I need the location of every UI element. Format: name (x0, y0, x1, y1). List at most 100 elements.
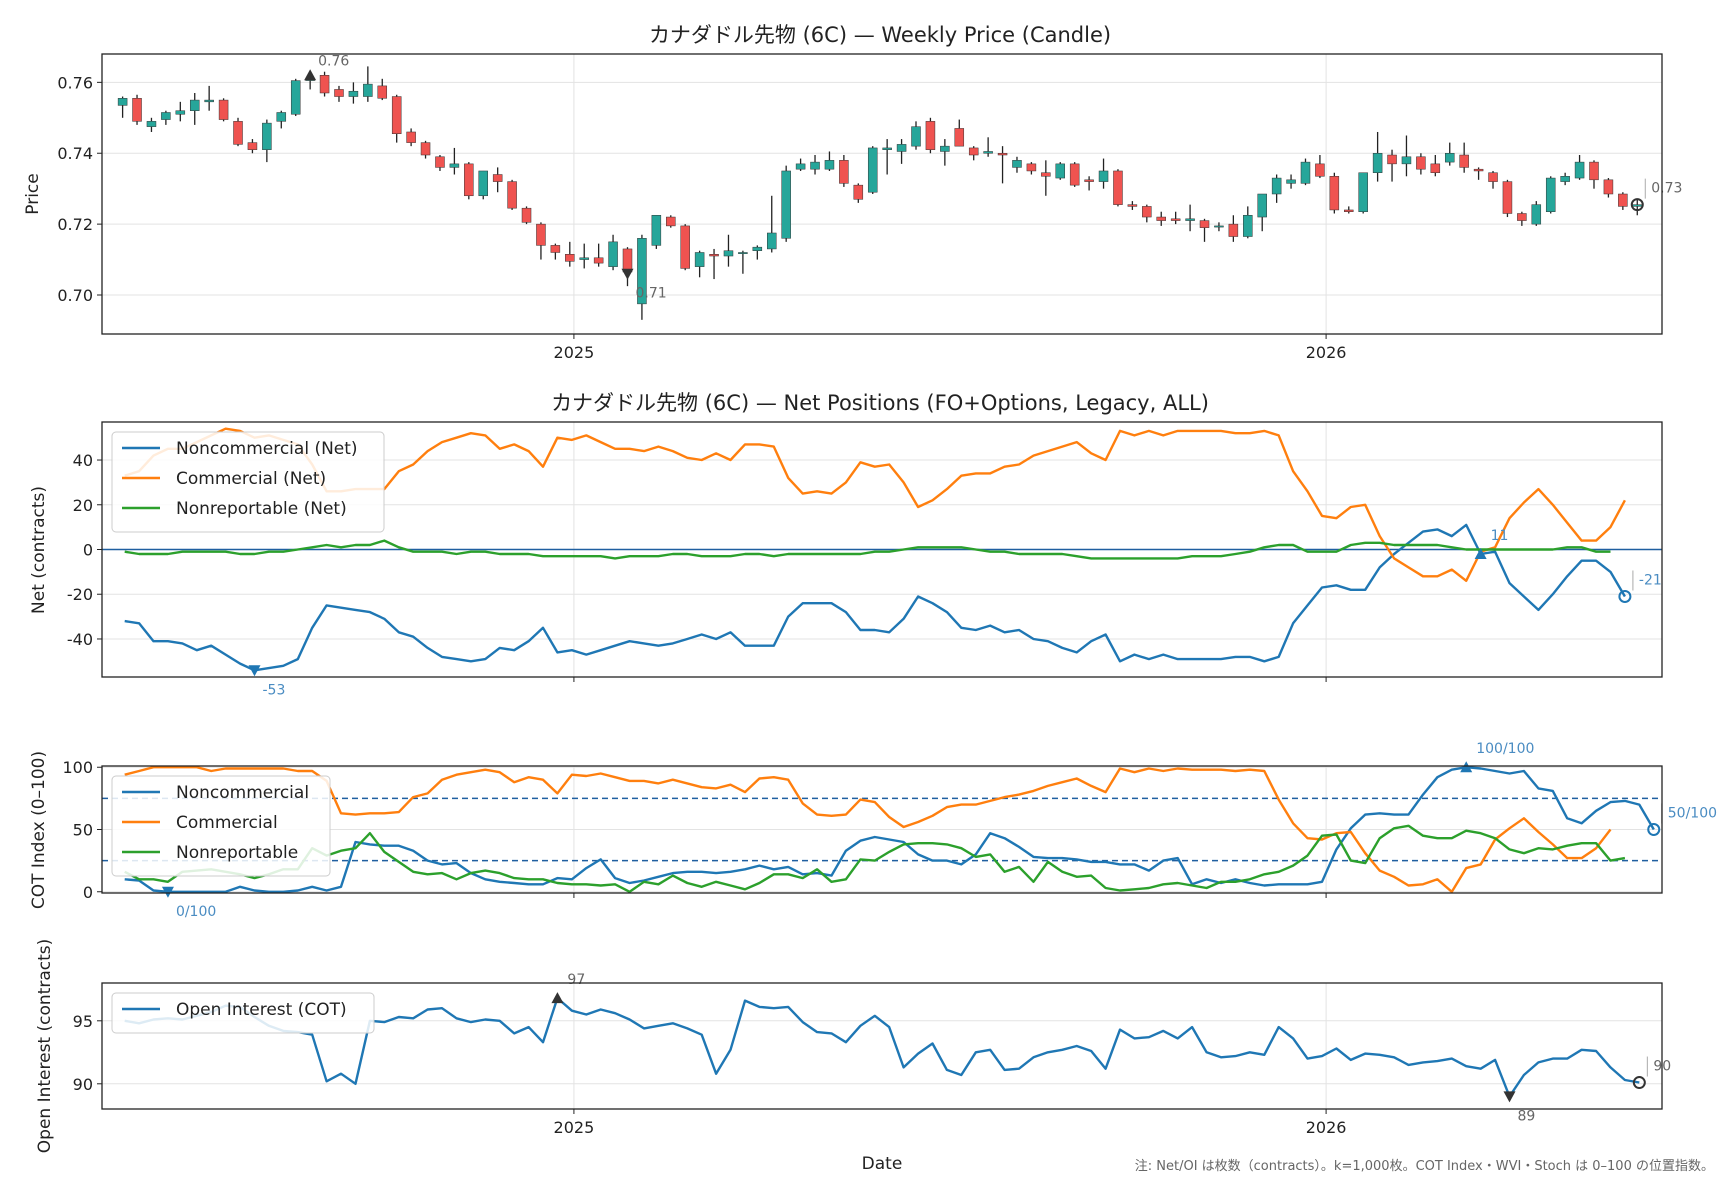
candle-body (752, 246, 763, 251)
oi-x-label: Date (862, 1154, 903, 1174)
cot-y-tick-label: 100 (62, 758, 93, 777)
candle-body (766, 232, 777, 250)
cot-y-ticks: 0 50 100 (62, 758, 102, 902)
candle-body (348, 90, 359, 97)
candle-body (1286, 179, 1296, 184)
candle-body (1502, 181, 1513, 214)
net-x-ticks (573, 677, 1327, 682)
price-annotations: 0.76 0.71 0.73 (304, 53, 1682, 302)
candle-body (146, 121, 157, 127)
candle-body (449, 163, 460, 168)
oi-y-tick-label: 95 (73, 1012, 93, 1031)
candle-body (1127, 204, 1138, 207)
candle-body (1488, 172, 1498, 182)
candle-body (853, 184, 864, 200)
candle-body (1257, 193, 1267, 218)
candle-body (1069, 163, 1080, 186)
candle-body (983, 151, 993, 154)
candle-body (507, 181, 517, 209)
oi-x-ticks: 2025 2026 (554, 1109, 1346, 1137)
candle-body (1444, 152, 1455, 163)
net-last-label: -21 (1639, 572, 1662, 588)
candle-body (1430, 163, 1441, 173)
cot-panel: 0/100 100/100 50/100 0 50 100 COT Index (0–1… (29, 741, 1717, 920)
candle-body (492, 174, 503, 182)
candle-body (233, 121, 243, 145)
oi-series-line (124, 996, 1640, 1098)
net-y-tick-label: 20 (73, 496, 93, 515)
candle-body (925, 121, 936, 150)
candle-body (536, 223, 546, 246)
candle-body (565, 254, 575, 262)
price-max-marker (304, 69, 317, 81)
candle-body (1170, 218, 1181, 221)
candle-body (1084, 179, 1094, 182)
cot-legend-label: Noncommercial (176, 783, 309, 803)
candle-body (406, 131, 416, 143)
candle-body (911, 126, 921, 147)
candle-body (262, 122, 272, 150)
candle-body (1055, 163, 1066, 179)
candle-body (1142, 206, 1152, 218)
candle-body (1214, 225, 1224, 228)
candle-body (1228, 223, 1239, 237)
price-x-ticks: 2025 2026 (554, 334, 1347, 362)
net-max-marker (1474, 547, 1487, 559)
cot-y-tick-label: 0 (83, 883, 93, 902)
candle-body (189, 99, 200, 111)
candle-body (839, 160, 849, 184)
candle-body (795, 163, 806, 170)
candle-body (117, 98, 128, 106)
cot-legend-box (111, 775, 331, 877)
oi-y-label: Open Interest (contracts) (35, 939, 55, 1153)
net-legend: Noncommercial (Net) Commercial (Net) Nonre… (111, 431, 385, 533)
net-min-label: -53 (262, 682, 285, 698)
oi-lines (124, 996, 1640, 1098)
candle-body (218, 99, 229, 120)
candle-body (1315, 163, 1325, 177)
cot-x-ticks (573, 893, 1327, 898)
candle-body (1632, 204, 1643, 207)
candle-body (334, 89, 344, 97)
oi-min-label: 89 (1518, 1108, 1536, 1124)
oi-legend-label: Open Interest (COT) (176, 1000, 347, 1020)
price-max-label: 0.76 (318, 53, 349, 69)
candle-body (161, 112, 171, 120)
candle-body (1243, 215, 1253, 237)
cot-legend-label: Nonreportable (176, 843, 298, 863)
cot-grid (102, 766, 1662, 893)
candle-body (968, 147, 979, 156)
price-y-tick-label: 0.74 (57, 144, 93, 163)
candle-body (1372, 152, 1383, 173)
price-y-tick-label: 0.76 (57, 73, 93, 92)
candle-body (420, 142, 431, 156)
candle-body (290, 80, 301, 115)
price-min-marker (621, 268, 634, 280)
cot-lines (124, 766, 1655, 893)
cot-y-tick-label: 50 (73, 821, 93, 840)
price-x-tick-label: 2026 (1306, 343, 1347, 362)
candle-body (593, 257, 604, 264)
candle-body (608, 241, 618, 267)
price-panel: カナダドル先物 (6C) — Weekly Price (Candle) 0.7… (23, 23, 1682, 362)
candle-body (550, 245, 561, 253)
candle-body (1618, 193, 1628, 207)
candle-body (1156, 216, 1166, 221)
net-panel: カナダドル先物 (6C) — Net Positions (FO+Options… (29, 391, 1663, 698)
candle-body (637, 238, 647, 305)
candle-body (709, 254, 719, 257)
candle-body (435, 156, 445, 168)
net-legend-box (111, 431, 385, 533)
oi-max-label: 97 (567, 972, 585, 988)
candle-body (1098, 170, 1109, 182)
candle-body (478, 170, 488, 197)
candle-body (276, 112, 287, 122)
candle-body (319, 75, 330, 94)
cot-series-line (124, 824, 1626, 893)
candle-body (1603, 179, 1614, 195)
candle-body (954, 128, 965, 147)
candle-body (1401, 156, 1412, 165)
oi-axes-frame (101, 982, 1663, 1110)
cot-annotations: 0/100 100/100 50/100 (161, 741, 1717, 920)
